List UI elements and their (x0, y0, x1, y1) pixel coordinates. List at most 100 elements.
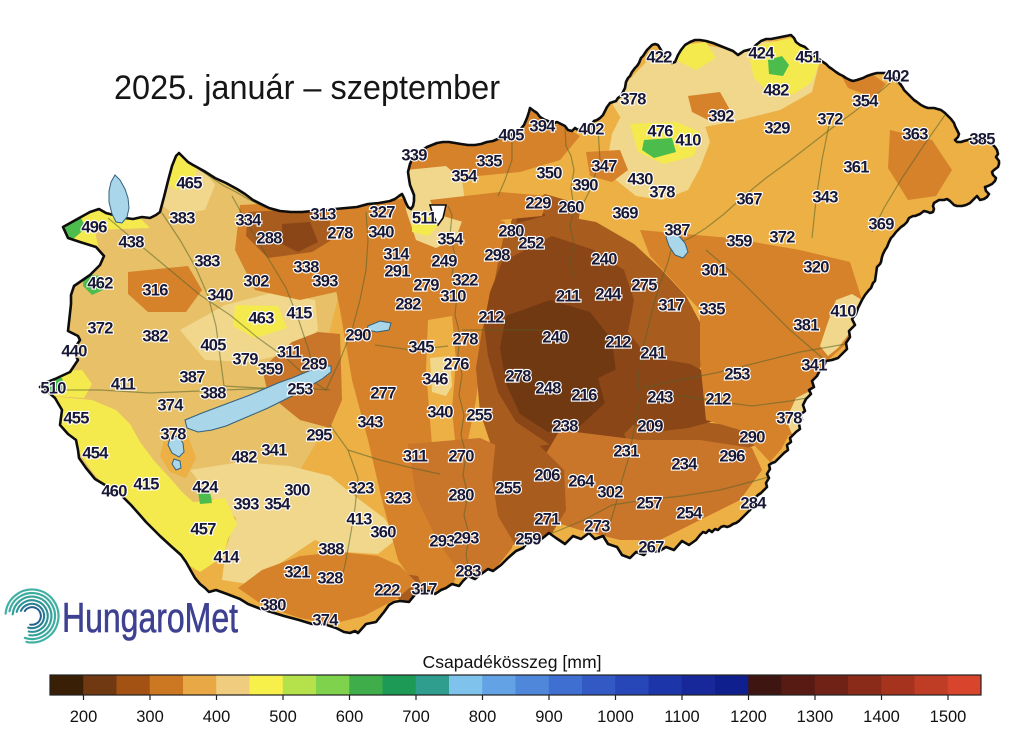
svg-text:411: 411 (111, 376, 136, 394)
svg-text:290: 290 (739, 429, 765, 447)
svg-text:270: 270 (448, 448, 474, 466)
svg-text:388: 388 (318, 541, 344, 559)
svg-text:290: 290 (345, 327, 371, 345)
svg-text:231: 231 (613, 443, 639, 461)
svg-text:320: 320 (803, 259, 829, 277)
svg-text:293: 293 (453, 530, 479, 548)
svg-text:273: 273 (584, 518, 610, 536)
svg-text:254: 254 (676, 505, 703, 523)
svg-text:378: 378 (620, 91, 646, 109)
svg-text:405: 405 (200, 337, 226, 355)
svg-text:387: 387 (179, 369, 205, 387)
svg-text:279: 279 (413, 277, 439, 295)
svg-text:496: 496 (81, 219, 107, 237)
svg-text:327: 327 (369, 204, 395, 222)
svg-text:382: 382 (142, 328, 168, 346)
svg-text:283: 283 (455, 563, 481, 581)
svg-text:354: 354 (852, 93, 879, 111)
svg-text:350: 350 (536, 165, 562, 183)
svg-text:206: 206 (534, 467, 560, 485)
svg-text:413: 413 (346, 511, 372, 529)
svg-text:354: 354 (451, 168, 478, 186)
svg-text:243: 243 (647, 389, 673, 407)
svg-text:322: 322 (452, 272, 478, 290)
svg-text:511: 511 (412, 210, 437, 228)
svg-text:374: 374 (312, 612, 339, 630)
svg-text:430: 430 (627, 171, 653, 189)
svg-text:402: 402 (578, 121, 604, 139)
svg-text:1300: 1300 (797, 708, 834, 726)
svg-text:347: 347 (591, 158, 617, 176)
svg-text:296: 296 (719, 448, 745, 466)
svg-text:298: 298 (484, 247, 510, 265)
svg-text:209: 209 (637, 418, 663, 436)
svg-text:271: 271 (534, 511, 560, 529)
svg-text:340: 340 (368, 224, 394, 242)
svg-text:460: 460 (101, 483, 127, 501)
svg-text:345: 345 (408, 339, 434, 357)
svg-text:1100: 1100 (664, 708, 699, 726)
svg-text:415: 415 (133, 476, 159, 494)
svg-text:259: 259 (515, 531, 541, 549)
svg-text:1400: 1400 (863, 708, 900, 726)
svg-text:341: 341 (261, 442, 287, 460)
svg-text:280: 280 (448, 487, 474, 505)
svg-text:334: 334 (235, 212, 262, 230)
svg-text:346: 346 (422, 371, 448, 389)
svg-text:301: 301 (701, 262, 727, 280)
svg-text:900: 900 (535, 708, 563, 726)
svg-text:278: 278 (452, 331, 478, 349)
svg-text:455: 455 (63, 410, 89, 428)
svg-text:335: 335 (699, 301, 725, 319)
svg-text:255: 255 (466, 407, 492, 425)
svg-text:392: 392 (708, 108, 734, 126)
svg-text:363: 363 (902, 126, 928, 144)
svg-text:367: 367 (736, 191, 762, 209)
svg-text:482: 482 (763, 82, 789, 100)
svg-text:216: 216 (571, 387, 597, 405)
svg-text:402: 402 (883, 68, 909, 86)
svg-text:HungaroMet: HungaroMet (62, 594, 238, 641)
svg-text:379: 379 (232, 351, 258, 369)
svg-text:310: 310 (440, 288, 466, 306)
svg-text:317: 317 (658, 297, 684, 315)
svg-text:414: 414 (213, 549, 240, 567)
svg-text:438: 438 (118, 234, 144, 252)
svg-text:241: 241 (640, 345, 666, 363)
svg-text:383: 383 (194, 253, 220, 271)
svg-text:211: 211 (556, 288, 581, 306)
svg-text:264: 264 (568, 473, 595, 491)
svg-text:343: 343 (812, 189, 838, 207)
svg-text:212: 212 (478, 309, 504, 327)
svg-text:338: 338 (293, 259, 319, 277)
svg-text:212: 212 (705, 391, 731, 409)
svg-text:394: 394 (529, 118, 556, 136)
svg-text:343: 343 (357, 414, 383, 432)
svg-text:390: 390 (572, 177, 598, 195)
svg-text:311: 311 (277, 344, 302, 362)
svg-text:212: 212 (605, 334, 631, 352)
svg-text:410: 410 (675, 132, 701, 150)
svg-text:500: 500 (269, 708, 297, 726)
svg-text:372: 372 (817, 111, 843, 129)
svg-text:354: 354 (264, 496, 291, 514)
svg-text:378: 378 (776, 410, 802, 428)
svg-text:295: 295 (306, 427, 332, 445)
svg-text:276: 276 (443, 356, 469, 374)
svg-text:267: 267 (638, 539, 664, 557)
svg-text:284: 284 (740, 495, 767, 513)
svg-text:260: 260 (558, 199, 584, 217)
svg-text:463: 463 (248, 310, 274, 328)
svg-text:440: 440 (61, 343, 87, 361)
svg-text:300: 300 (284, 482, 310, 500)
svg-text:369: 369 (612, 205, 638, 223)
svg-text:361: 361 (843, 159, 869, 177)
svg-text:600: 600 (336, 708, 364, 726)
svg-text:405: 405 (498, 127, 524, 145)
svg-text:329: 329 (764, 120, 790, 138)
svg-text:275: 275 (631, 277, 657, 295)
svg-text:340: 340 (427, 404, 453, 422)
svg-text:378: 378 (160, 426, 186, 444)
svg-text:700: 700 (402, 708, 430, 726)
svg-text:340: 340 (207, 287, 233, 305)
